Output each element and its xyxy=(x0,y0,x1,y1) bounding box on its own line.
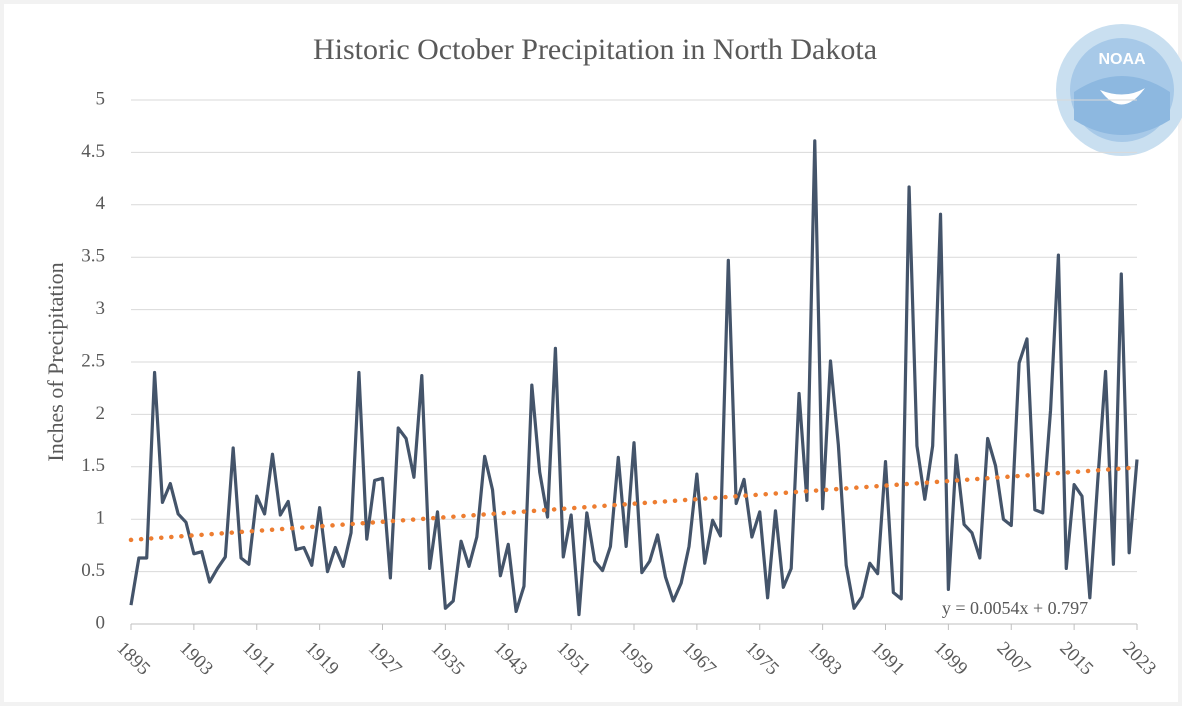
logo: NOAA xyxy=(1056,24,1182,156)
logo-text: NOAA xyxy=(1098,51,1146,68)
y-tick-label: 0.5 xyxy=(81,560,105,581)
trendline-label: y = 0.0054x + 0.797 xyxy=(942,598,1088,618)
y-tick-label: 0 xyxy=(96,612,106,633)
y-tick-label: 3 xyxy=(96,298,106,319)
data-line xyxy=(129,139,1139,617)
y-tick-label: 3.5 xyxy=(81,246,105,267)
y-tick-label: 2.5 xyxy=(81,350,105,371)
logo-wave xyxy=(1074,76,1170,135)
y-tick-label: 4 xyxy=(96,193,106,214)
y-axis-title: Inches of Precipitation xyxy=(43,262,68,461)
y-tick-label: 4.5 xyxy=(81,141,105,162)
y-tick-label: 2 xyxy=(96,403,106,424)
y-tick-label: 5 xyxy=(96,88,106,109)
chart-area xyxy=(4,4,1178,702)
y-tick-label: 1.5 xyxy=(81,455,105,476)
y-tick-label: 1 xyxy=(96,508,106,529)
chart-title: Historic October Precipitation in North … xyxy=(313,33,877,66)
trendline xyxy=(128,465,1140,543)
